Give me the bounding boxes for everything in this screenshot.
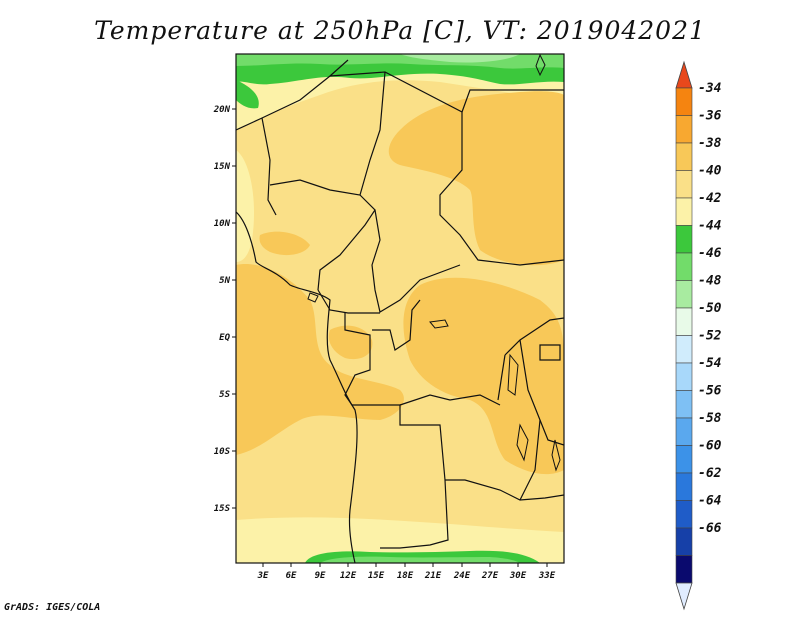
colorbar-swatch	[675, 225, 693, 254]
colorbar-bottom-triangle	[675, 582, 693, 611]
map-frame	[235, 53, 565, 564]
colorbar-label: -48	[698, 274, 722, 289]
colorbar-swatch	[675, 307, 693, 336]
colorbar-swatch	[675, 280, 693, 309]
lat-tick-label: 15N	[214, 162, 231, 172]
colorbar-swatch	[675, 335, 693, 364]
colorbar-top-triangle	[675, 60, 693, 89]
colorbar-label: -54	[698, 356, 722, 371]
colorbar-swatch	[675, 87, 693, 116]
colorbar-swatch	[675, 417, 693, 446]
colorbar-label: -34	[698, 81, 722, 96]
colorbar-swatch	[675, 170, 693, 199]
colorbar-label: -46	[698, 246, 722, 261]
colorbar-label: -40	[698, 164, 722, 179]
lat-tick-label: EQ	[219, 333, 230, 343]
colorbar-label: -66	[698, 521, 722, 536]
colorbar-label: -42	[698, 191, 722, 206]
lat-axis: 20N 15N 10N 5N EQ 5S 10S 15S	[213, 105, 231, 514]
field-band-38-west	[236, 264, 404, 455]
colorbar-label: -36	[698, 109, 722, 124]
field-band-38-patch-2	[259, 231, 310, 256]
footer-credit: GrADS: IGES/COLA	[4, 602, 101, 613]
field-band-48-north	[400, 54, 520, 63]
lon-tick-label: 27E	[481, 571, 499, 581]
colorbar-label: -58	[698, 411, 722, 426]
lat-tick-label: 15S	[214, 504, 231, 514]
colorbar-label: -50	[698, 301, 722, 316]
lon-tick-label: 24E	[453, 571, 471, 581]
colorbar-label: -64	[698, 494, 722, 509]
lon-tick-label: 12E	[340, 571, 357, 581]
colorbar-label: -52	[698, 329, 722, 344]
borders	[236, 59, 564, 563]
lat-tick-label: 5N	[219, 276, 230, 286]
field-band-38-east	[388, 91, 564, 266]
colorbar-swatch	[675, 555, 693, 584]
colorbar: -34 -36 -38 -40 -42 -44 -46 -48 -50 -52 -54 -56 -58 -…	[675, 60, 722, 611]
colorbar-label: -38	[698, 136, 722, 151]
colorbar-swatch	[675, 390, 693, 419]
field-band-46-south	[320, 556, 520, 563]
lat-tick-label: 10S	[214, 447, 231, 457]
colorbar-label: -62	[698, 466, 722, 481]
map-plot[interactable]	[236, 54, 564, 563]
lon-tick-label: 9E	[315, 571, 326, 581]
field-band-44-northwest	[236, 80, 259, 109]
field-band-38-patch	[328, 325, 373, 360]
colorbar-swatch	[675, 500, 693, 529]
lat-tick-label: 20N	[213, 105, 231, 115]
colorbar-label: -56	[698, 384, 722, 399]
chart-title: Temperature at 250hPa [C], VT: 201904202…	[94, 16, 706, 45]
lat-ticks	[232, 108, 236, 509]
colorbar-swatch	[675, 115, 693, 144]
colorbar-label: -44	[698, 219, 722, 234]
lon-ticks	[262, 563, 548, 567]
lat-tick-label: 5S	[219, 390, 230, 400]
colorbar-swatch	[675, 197, 693, 226]
lon-tick-label: 15E	[368, 571, 385, 581]
colorbar-swatch	[675, 527, 693, 556]
colorbar-swatch	[675, 142, 693, 171]
colorbar-label: -60	[698, 439, 722, 454]
colorbar-swatch	[675, 362, 693, 391]
lon-tick-label: 6E	[286, 571, 297, 581]
lakes	[307, 54, 561, 472]
lon-axis: 3E 6E 9E 12E 15E 18E 21E 24E 27E 30E 33E	[257, 571, 556, 581]
lon-tick-label: 3E	[257, 571, 269, 581]
lon-tick-label: 18E	[397, 571, 414, 581]
colorbar-swatch	[675, 252, 693, 281]
lon-tick-label: 30E	[509, 571, 527, 581]
colorbar-swatch	[675, 472, 693, 501]
colorbar-swatch	[675, 445, 693, 474]
lon-tick-label: 21E	[424, 571, 442, 581]
lon-tick-label: 33E	[538, 571, 556, 581]
lat-tick-label: 10N	[214, 219, 231, 229]
